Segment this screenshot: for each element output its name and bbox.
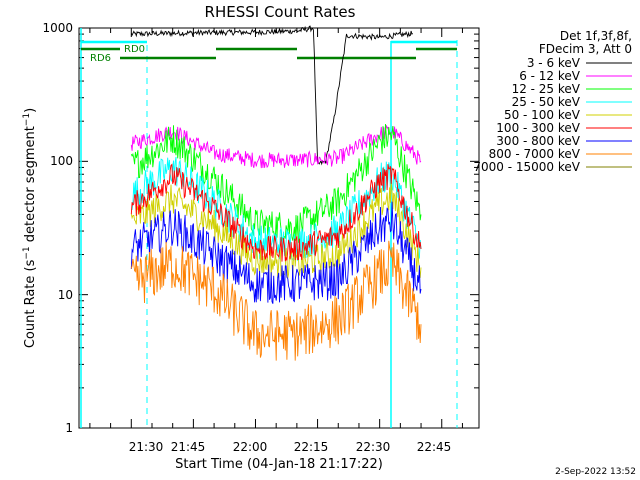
legend-label: 50 - 100 keV <box>504 108 581 122</box>
annotation-rd0: RD0 <box>124 44 145 55</box>
x-tick-label-2145: 21:45 <box>171 440 206 454</box>
legend-label: 3 - 6 keV <box>527 56 581 70</box>
x-axis-label: Start Time (04-Jan-18 21:17:22) <box>175 457 383 472</box>
legend-entry: 6 - 12 keV <box>519 69 632 83</box>
legend-label: 12 - 25 keV <box>512 82 581 96</box>
series-line <box>130 123 422 244</box>
y-tick-label-100: 100 <box>50 154 73 168</box>
series-line <box>130 201 422 304</box>
legend-label: 25 - 50 keV <box>512 95 581 109</box>
legend-entry: 7000 - 15000 keV <box>473 160 632 174</box>
y-tick-label-1000: 1000 <box>42 21 73 35</box>
legend-label: 100 - 300 keV <box>496 121 580 135</box>
plot-frame <box>78 27 480 429</box>
x-tick-label-2215: 22:15 <box>294 440 329 454</box>
legend-label: 7000 - 15000 keV <box>473 160 580 174</box>
x-tick-label-2230: 22:30 <box>356 440 391 454</box>
series-line <box>130 25 414 166</box>
legend-entry: 800 - 7000 keV <box>489 147 632 161</box>
y-tick-label-10: 10 <box>58 288 73 302</box>
legend-entry: 25 - 50 keV <box>512 95 632 109</box>
series-lines <box>130 25 422 361</box>
annotation-rd6: RD6 <box>90 53 111 64</box>
y-tick-label-1: 1 <box>65 421 73 435</box>
legend-header-line-1: Det 1f,3f,8f, <box>560 29 632 43</box>
legend-entry: 3 - 6 keV <box>527 56 632 70</box>
y-axis-label: Count Rate (s−1 detector segment−1) <box>22 108 38 348</box>
legend-label: 800 - 7000 keV <box>489 147 581 161</box>
legend-header-line-2: FDecim 3, Att 0 <box>539 42 632 56</box>
chart-title: RHESSI Count Rates <box>205 3 356 21</box>
legend-entry: 50 - 100 keV <box>504 108 632 122</box>
legend-label: 300 - 800 keV <box>496 134 580 148</box>
legend-label: 6 - 12 keV <box>519 69 581 83</box>
legend-entry: 300 - 800 keV <box>496 134 632 148</box>
x-tick-label-2200: 22:00 <box>233 440 268 454</box>
timestamp: 2-Sep-2022 13:52 <box>555 467 636 477</box>
legend-entry: 100 - 300 keV <box>496 121 632 135</box>
series-line <box>130 240 422 361</box>
series-line <box>130 125 422 169</box>
series-line <box>130 163 422 262</box>
series-line <box>130 181 422 280</box>
x-tick-label-2130: 21:30 <box>129 440 164 454</box>
legend: 3 - 6 keV 6 - 12 keV 12 - 25 keV 25 - 50… <box>473 56 632 174</box>
legend-entry: 12 - 25 keV <box>512 82 632 96</box>
x-tick-label-2245: 22:45 <box>417 440 452 454</box>
